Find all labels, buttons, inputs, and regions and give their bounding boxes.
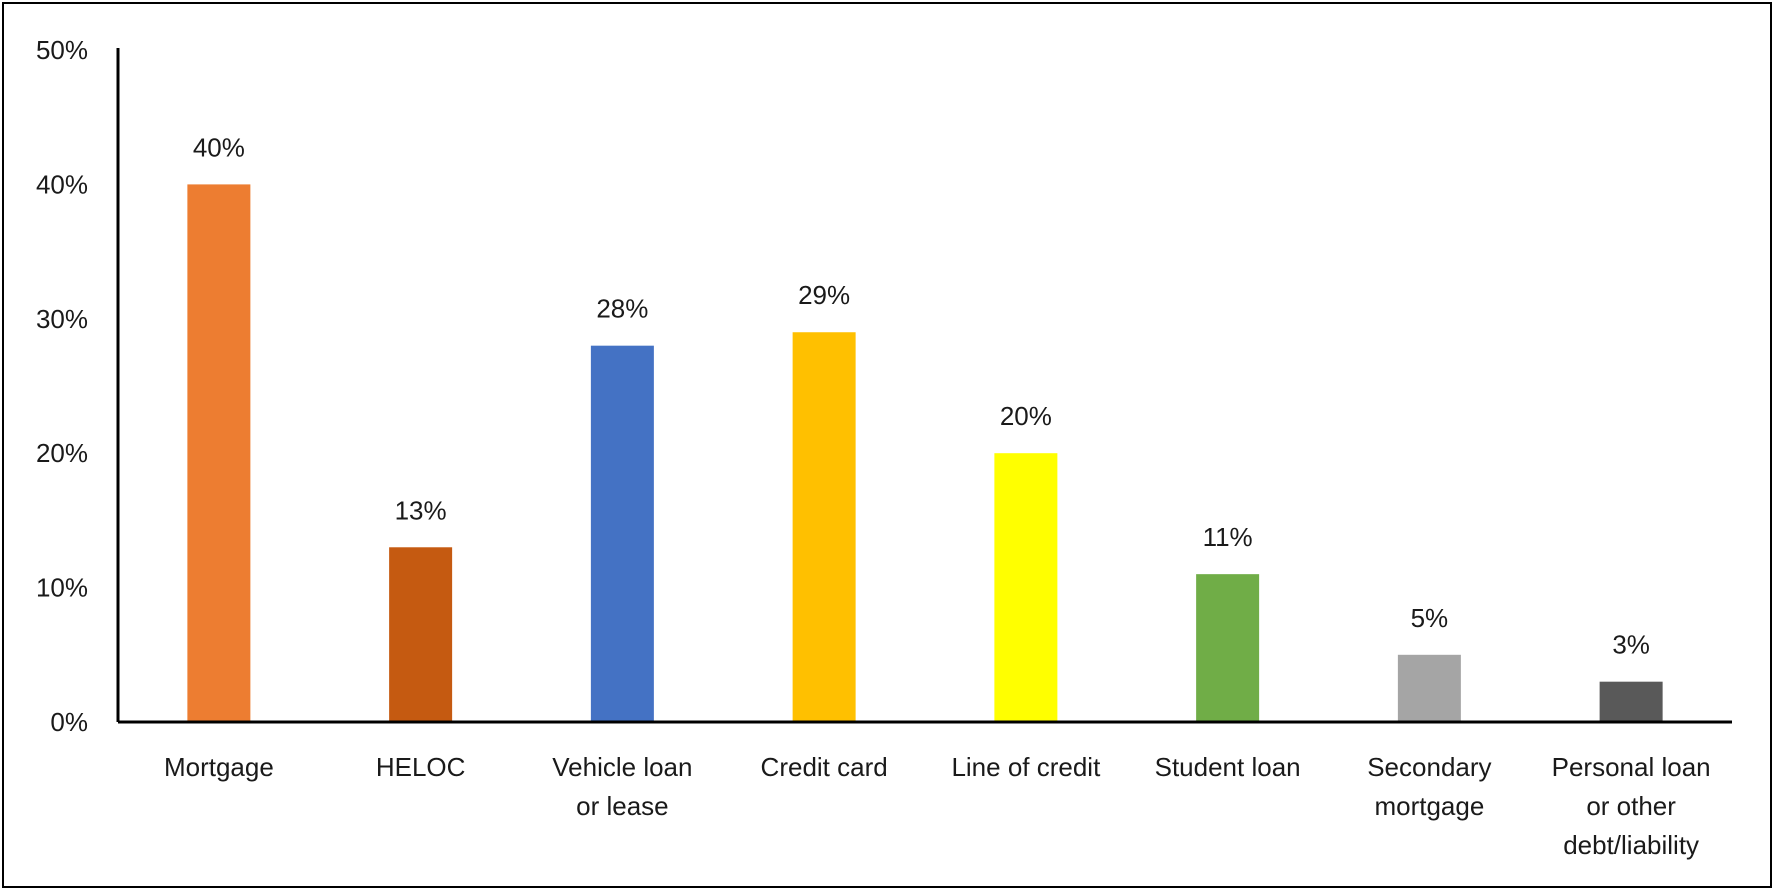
data-labels: 40% 13% 28% 29% 20% 11% 5% 3% bbox=[193, 132, 1650, 659]
category-label: Line of credit bbox=[951, 752, 1101, 782]
bar bbox=[187, 184, 251, 722]
bar bbox=[792, 332, 856, 722]
data-label: 29% bbox=[798, 280, 850, 310]
category-label-line: debt/liability bbox=[1563, 830, 1699, 860]
y-axis: 0% 10% 20% 30% 40% 50% bbox=[36, 35, 88, 737]
category-label: Credit card bbox=[761, 752, 888, 782]
y-tick-label: 30% bbox=[36, 304, 88, 334]
category-label: Vehicle loan or lease bbox=[552, 752, 692, 821]
data-label: 3% bbox=[1612, 630, 1650, 660]
y-tick-label: 20% bbox=[36, 438, 88, 468]
category-labels: Mortgage HELOC Vehicle loan or lease Credit … bbox=[164, 752, 1711, 860]
category-label-line: mortgage bbox=[1374, 791, 1484, 821]
bar bbox=[389, 547, 453, 722]
y-tick-label: 0% bbox=[50, 707, 88, 737]
category-label-line: Credit card bbox=[761, 752, 888, 782]
category-label-line: HELOC bbox=[376, 752, 466, 782]
y-tick-label: 40% bbox=[36, 169, 88, 199]
category-label-line: Line of credit bbox=[951, 752, 1101, 782]
category-label-line: Secondary bbox=[1367, 752, 1491, 782]
category-label-line: Personal loan bbox=[1552, 752, 1711, 782]
bar bbox=[994, 453, 1058, 722]
bar bbox=[1196, 574, 1260, 722]
category-label-line: Mortgage bbox=[164, 752, 274, 782]
y-tick-label: 50% bbox=[36, 35, 88, 65]
category-label: Student loan bbox=[1155, 752, 1301, 782]
data-label: 5% bbox=[1411, 603, 1449, 633]
data-label: 28% bbox=[596, 294, 648, 324]
bars bbox=[187, 184, 1663, 722]
bar bbox=[590, 345, 654, 722]
data-label: 11% bbox=[1203, 522, 1253, 552]
category-label-line: or other bbox=[1586, 791, 1676, 821]
category-label-line: or lease bbox=[576, 791, 669, 821]
category-label: Personal loan or other debt/liability bbox=[1552, 752, 1711, 860]
data-label: 20% bbox=[1000, 401, 1052, 431]
bar bbox=[1397, 654, 1461, 722]
bar bbox=[1599, 681, 1663, 722]
category-label-line: Vehicle loan bbox=[552, 752, 692, 782]
y-tick-label: 10% bbox=[36, 573, 88, 603]
data-label: 40% bbox=[193, 132, 245, 162]
data-label: 13% bbox=[395, 495, 447, 525]
category-label: Secondary mortgage bbox=[1367, 752, 1491, 821]
category-label: Mortgage bbox=[164, 752, 274, 782]
category-label: HELOC bbox=[376, 752, 466, 782]
category-label-line: Student loan bbox=[1155, 752, 1301, 782]
